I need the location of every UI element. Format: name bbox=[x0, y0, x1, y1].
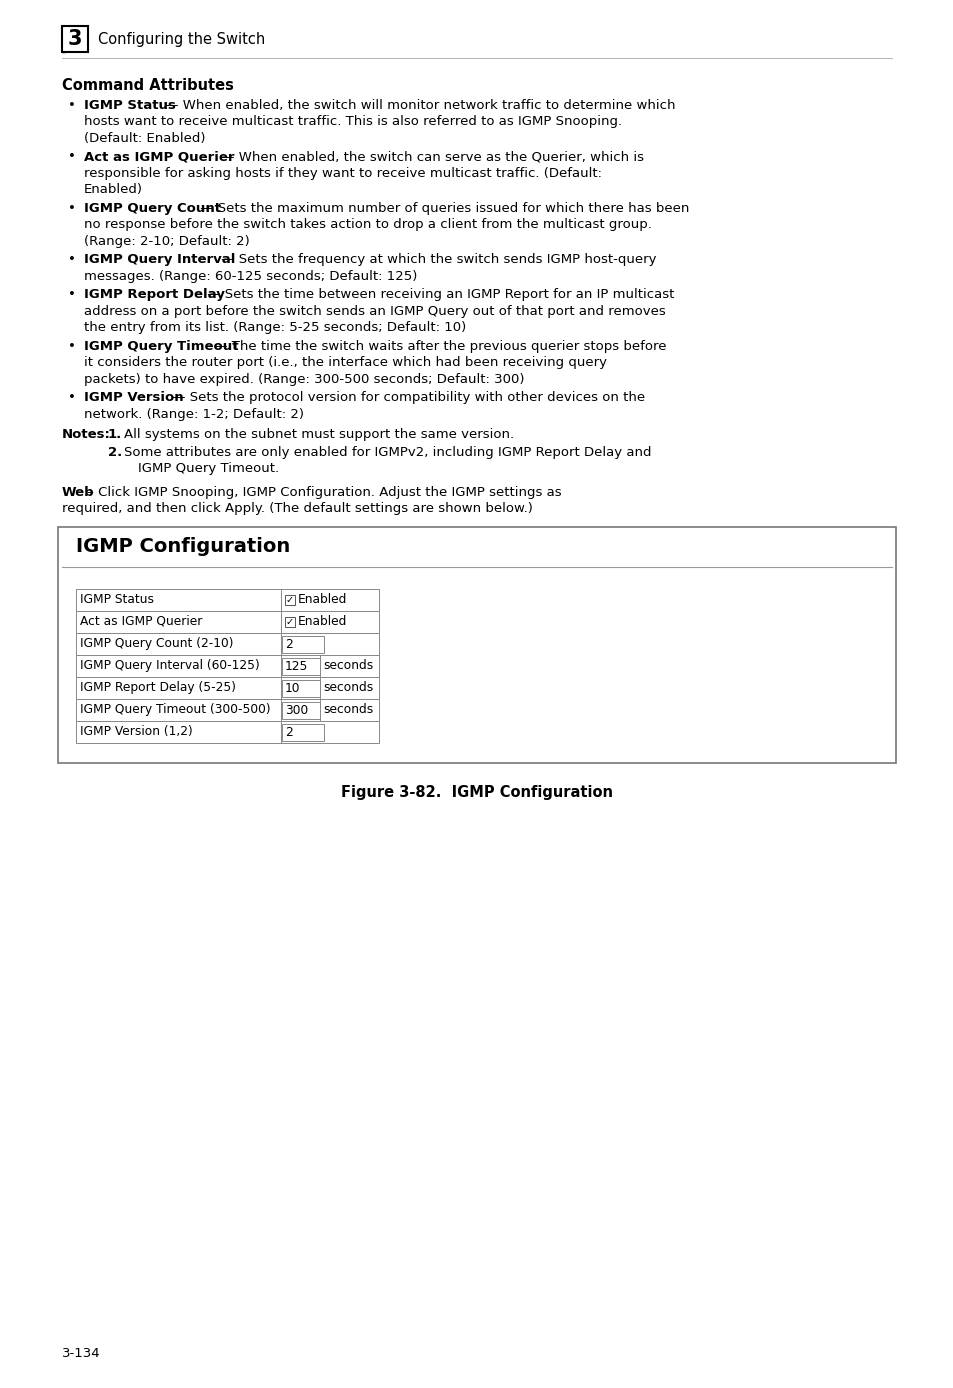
Text: IGMP Query Timeout.: IGMP Query Timeout. bbox=[138, 462, 279, 475]
Text: — Sets the protocol version for compatibility with other devices on the: — Sets the protocol version for compatib… bbox=[168, 391, 644, 404]
Text: 10: 10 bbox=[285, 682, 300, 694]
Text: hosts want to receive multicast traffic. This is also referred to as IGMP Snoopi: hosts want to receive multicast traffic.… bbox=[84, 115, 621, 128]
Text: no response before the switch takes action to drop a client from the multicast g: no response before the switch takes acti… bbox=[84, 218, 651, 230]
Text: — Sets the frequency at which the switch sends IGMP host-query: — Sets the frequency at which the switch… bbox=[216, 253, 656, 266]
Text: IGMP Report Delay (5-25): IGMP Report Delay (5-25) bbox=[80, 680, 235, 694]
Text: Notes:: Notes: bbox=[62, 428, 111, 441]
Text: ✓: ✓ bbox=[286, 594, 294, 605]
Bar bbox=[282, 723, 324, 741]
Text: IGMP Query Count (2-10): IGMP Query Count (2-10) bbox=[80, 637, 233, 650]
Text: •: • bbox=[68, 287, 76, 301]
Text: Configuring the Switch: Configuring the Switch bbox=[98, 32, 265, 47]
Text: •: • bbox=[68, 201, 76, 215]
Bar bbox=[62, 26, 88, 51]
Text: 2: 2 bbox=[285, 726, 293, 738]
Text: 2: 2 bbox=[285, 637, 293, 651]
Text: Act as IGMP Querier: Act as IGMP Querier bbox=[80, 615, 202, 627]
Bar bbox=[282, 636, 324, 652]
Text: IGMP Query Interval (60-125): IGMP Query Interval (60-125) bbox=[80, 658, 259, 672]
Text: ✓: ✓ bbox=[286, 616, 294, 626]
Text: messages. (Range: 60-125 seconds; Default: 125): messages. (Range: 60-125 seconds; Defaul… bbox=[84, 269, 417, 283]
Text: IGMP Status: IGMP Status bbox=[84, 99, 175, 111]
Text: 1.: 1. bbox=[108, 428, 122, 441]
Bar bbox=[282, 658, 319, 675]
Text: — Sets the maximum number of queries issued for which there has been: — Sets the maximum number of queries iss… bbox=[195, 201, 689, 215]
Text: — Sets the time between receiving an IGMP Report for an IP multicast: — Sets the time between receiving an IGM… bbox=[203, 287, 674, 301]
Text: 300: 300 bbox=[285, 704, 308, 716]
Bar bbox=[76, 633, 378, 655]
Text: it considers the router port (i.e., the interface which had been receiving query: it considers the router port (i.e., the … bbox=[84, 355, 606, 369]
Bar bbox=[62, 26, 65, 51]
Text: — When enabled, the switch will monitor network traffic to determine which: — When enabled, the switch will monitor … bbox=[161, 99, 675, 111]
Text: Enabled): Enabled) bbox=[84, 183, 143, 196]
Bar bbox=[76, 655, 378, 676]
Text: seconds: seconds bbox=[323, 680, 373, 694]
Text: 3-134: 3-134 bbox=[62, 1346, 100, 1360]
Text: IGMP Query Timeout: IGMP Query Timeout bbox=[84, 340, 238, 353]
Text: Web: Web bbox=[62, 486, 94, 498]
Bar bbox=[282, 701, 319, 719]
Bar bbox=[76, 589, 378, 611]
Bar bbox=[285, 616, 294, 626]
Text: address on a port before the switch sends an IGMP Query out of that port and rem: address on a port before the switch send… bbox=[84, 304, 665, 318]
Text: Enabled: Enabled bbox=[297, 615, 347, 627]
Text: IGMP Configuration: IGMP Configuration bbox=[76, 537, 290, 555]
Bar bbox=[58, 526, 895, 762]
Text: •: • bbox=[68, 391, 76, 404]
Text: IGMP Query Timeout (300-500): IGMP Query Timeout (300-500) bbox=[80, 702, 271, 715]
Text: seconds: seconds bbox=[323, 702, 373, 715]
Bar bbox=[76, 720, 378, 743]
Text: responsible for asking hosts if they want to receive multicast traffic. (Default: responsible for asking hosts if they wan… bbox=[84, 167, 601, 179]
Text: IGMP Report Delay: IGMP Report Delay bbox=[84, 287, 225, 301]
Text: 2.: 2. bbox=[108, 446, 122, 458]
Text: 125: 125 bbox=[285, 659, 308, 673]
Bar bbox=[76, 611, 378, 633]
Text: IGMP Status: IGMP Status bbox=[80, 593, 153, 605]
Text: IGMP Version (1,2): IGMP Version (1,2) bbox=[80, 725, 193, 737]
Text: •: • bbox=[68, 253, 76, 266]
Text: 3: 3 bbox=[68, 29, 82, 49]
Text: network. (Range: 1-2; Default: 2): network. (Range: 1-2; Default: 2) bbox=[84, 408, 304, 421]
Text: Some attributes are only enabled for IGMPv2, including IGMP Report Delay and: Some attributes are only enabled for IGM… bbox=[124, 446, 651, 458]
Text: Figure 3-82.  IGMP Configuration: Figure 3-82. IGMP Configuration bbox=[340, 784, 613, 799]
Text: •: • bbox=[68, 99, 76, 111]
Text: IGMP Query Count: IGMP Query Count bbox=[84, 201, 221, 215]
Text: required, and then click Apply. (The default settings are shown below.): required, and then click Apply. (The def… bbox=[62, 502, 533, 515]
Text: All systems on the subnet must support the same version.: All systems on the subnet must support t… bbox=[124, 428, 514, 441]
Bar bbox=[282, 680, 319, 697]
Bar bbox=[76, 698, 378, 720]
Text: — When enabled, the switch can serve as the Querier, which is: — When enabled, the switch can serve as … bbox=[216, 150, 643, 162]
Text: Command Attributes: Command Attributes bbox=[62, 78, 233, 93]
Text: (Range: 2-10; Default: 2): (Range: 2-10; Default: 2) bbox=[84, 235, 250, 247]
Text: IGMP Query Interval: IGMP Query Interval bbox=[84, 253, 235, 266]
Text: IGMP Version: IGMP Version bbox=[84, 391, 183, 404]
Text: •: • bbox=[68, 150, 76, 162]
Bar bbox=[285, 594, 294, 605]
Text: the entry from its list. (Range: 5-25 seconds; Default: 10): the entry from its list. (Range: 5-25 se… bbox=[84, 321, 466, 335]
Text: seconds: seconds bbox=[323, 658, 373, 672]
Text: — The time the switch waits after the previous querier stops before: — The time the switch waits after the pr… bbox=[210, 340, 666, 353]
Text: packets) to have expired. (Range: 300-500 seconds; Default: 300): packets) to have expired. (Range: 300-50… bbox=[84, 372, 524, 386]
Text: Act as IGMP Querier: Act as IGMP Querier bbox=[84, 150, 234, 162]
Text: – Click IGMP Snooping, IGMP Configuration. Adjust the IGMP settings as: – Click IGMP Snooping, IGMP Configuratio… bbox=[83, 486, 561, 498]
Text: •: • bbox=[68, 340, 76, 353]
Bar bbox=[76, 676, 378, 698]
Text: Enabled: Enabled bbox=[297, 593, 347, 605]
Text: (Default: Enabled): (Default: Enabled) bbox=[84, 132, 205, 144]
